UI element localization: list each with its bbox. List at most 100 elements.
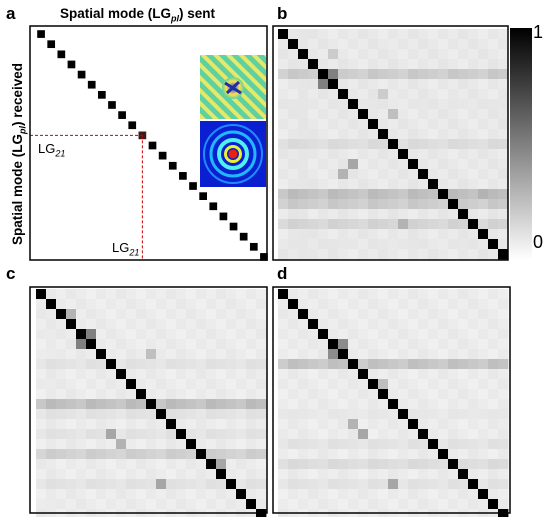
heatmap-cell	[458, 459, 469, 470]
heatmap-cell	[308, 469, 319, 480]
heatmap-cell	[448, 79, 459, 90]
heatmap-cell	[256, 389, 267, 400]
heatmap-cell	[308, 249, 319, 260]
panel-letter-d: d	[277, 264, 288, 283]
heatmap-cell	[408, 479, 419, 490]
heatmap-cell	[348, 249, 359, 260]
heatmap-cell	[488, 29, 499, 40]
heatmap-cell	[348, 389, 359, 400]
heatmap-cell	[318, 99, 329, 110]
heatmap-cell	[448, 419, 459, 430]
heatmap-cell	[368, 109, 379, 120]
heatmap-cell	[468, 139, 479, 150]
heatmap-cell	[468, 39, 479, 50]
heatmap-cell	[116, 439, 127, 450]
heatmap-cell	[308, 69, 319, 80]
heatmap-cell	[146, 289, 157, 300]
heatmap-cell	[338, 439, 349, 450]
heatmap-cell	[408, 429, 419, 440]
heatmap-cell	[358, 49, 369, 60]
heatmap-cell	[226, 339, 237, 350]
heatmap-cell	[448, 99, 459, 110]
heatmap-cell	[46, 319, 57, 330]
heatmap-cell	[458, 379, 469, 390]
heatmap-cell	[348, 79, 359, 90]
heatmap-cell	[236, 289, 247, 300]
heatmap-cell	[438, 69, 449, 80]
heatmap-cell	[408, 449, 419, 460]
heatmap-cell	[418, 329, 429, 340]
heatmap-cell	[368, 339, 379, 350]
heatmap-cell	[408, 209, 419, 220]
heatmap-cell	[398, 459, 409, 470]
heatmap-cell	[378, 139, 389, 150]
heatmap-cell	[116, 489, 127, 500]
heatmap-cell	[126, 319, 137, 330]
heatmap-cell	[56, 489, 67, 500]
heatmap-cell	[428, 209, 439, 220]
heatmap-cell	[418, 179, 429, 190]
heatmap-cell	[458, 329, 469, 340]
heatmap-cell	[408, 99, 419, 110]
heatmap-cell	[398, 199, 409, 210]
heatmap-cell	[428, 49, 439, 60]
heatmap-cell	[226, 459, 237, 470]
heatmap-cell	[256, 469, 267, 480]
heatmap-cell	[478, 239, 489, 250]
heatmap-cell	[318, 149, 329, 160]
heatmap-cell	[388, 479, 399, 490]
heatmap-cell	[298, 79, 309, 90]
heatmap-cell	[368, 299, 379, 310]
heatmap-cell	[428, 239, 439, 250]
heatmap-cell	[298, 179, 309, 190]
heatmap-cell	[86, 389, 97, 400]
heatmap-cell	[488, 249, 499, 260]
heatmap-cell	[488, 59, 499, 70]
heatmap-cell	[408, 199, 419, 210]
heatmap-cell	[166, 369, 177, 380]
heatmap-cell	[318, 109, 329, 120]
heatmap-cell	[408, 289, 419, 300]
heatmap-cell	[488, 469, 499, 480]
heatmap-cell	[338, 359, 349, 370]
heatmap-cell	[288, 299, 299, 310]
heatmap-cell	[448, 29, 459, 40]
heatmap-cell	[36, 499, 47, 510]
panel-frame	[272, 286, 511, 514]
heatmap-cell	[136, 449, 147, 460]
heatmap-cell	[378, 39, 389, 50]
heatmap-cell	[398, 299, 409, 310]
heatmap-cell	[398, 159, 409, 170]
heatmap-cell	[206, 429, 217, 440]
heatmap-cell	[278, 359, 289, 370]
heatmap-cell	[226, 349, 237, 360]
heatmap-cell	[418, 379, 429, 390]
heatmap-cell	[378, 449, 389, 460]
heatmap-cell	[338, 149, 349, 160]
heatmap-cell	[36, 379, 47, 390]
heatmap-cell	[288, 129, 299, 140]
heatmap-cell	[378, 359, 389, 370]
heatmap-cell	[498, 99, 509, 110]
heatmap-cell	[358, 339, 369, 350]
heatmap-cell	[348, 169, 359, 180]
heatmap-cell	[46, 389, 57, 400]
heatmap-cell	[66, 469, 77, 480]
heatmap-cell	[398, 69, 409, 80]
heatmap-cell	[458, 189, 469, 200]
heatmap-cell	[428, 289, 439, 300]
heatmap-cell	[498, 149, 509, 160]
heatmap-cell	[106, 339, 117, 350]
heatmap-cell	[206, 419, 217, 430]
heatmap-cell	[328, 49, 339, 60]
heatmap-cell	[448, 359, 459, 370]
heatmap-cell	[96, 419, 107, 430]
heatmap-cell	[448, 289, 459, 300]
heatmap-cell	[126, 499, 137, 510]
heatmap-cell	[288, 39, 299, 50]
heatmap-cell	[488, 209, 499, 220]
heatmap-cell	[438, 79, 449, 90]
heatmap-cell	[428, 369, 439, 380]
heatmap-cell	[166, 419, 177, 430]
heatmap-cell	[156, 409, 167, 420]
